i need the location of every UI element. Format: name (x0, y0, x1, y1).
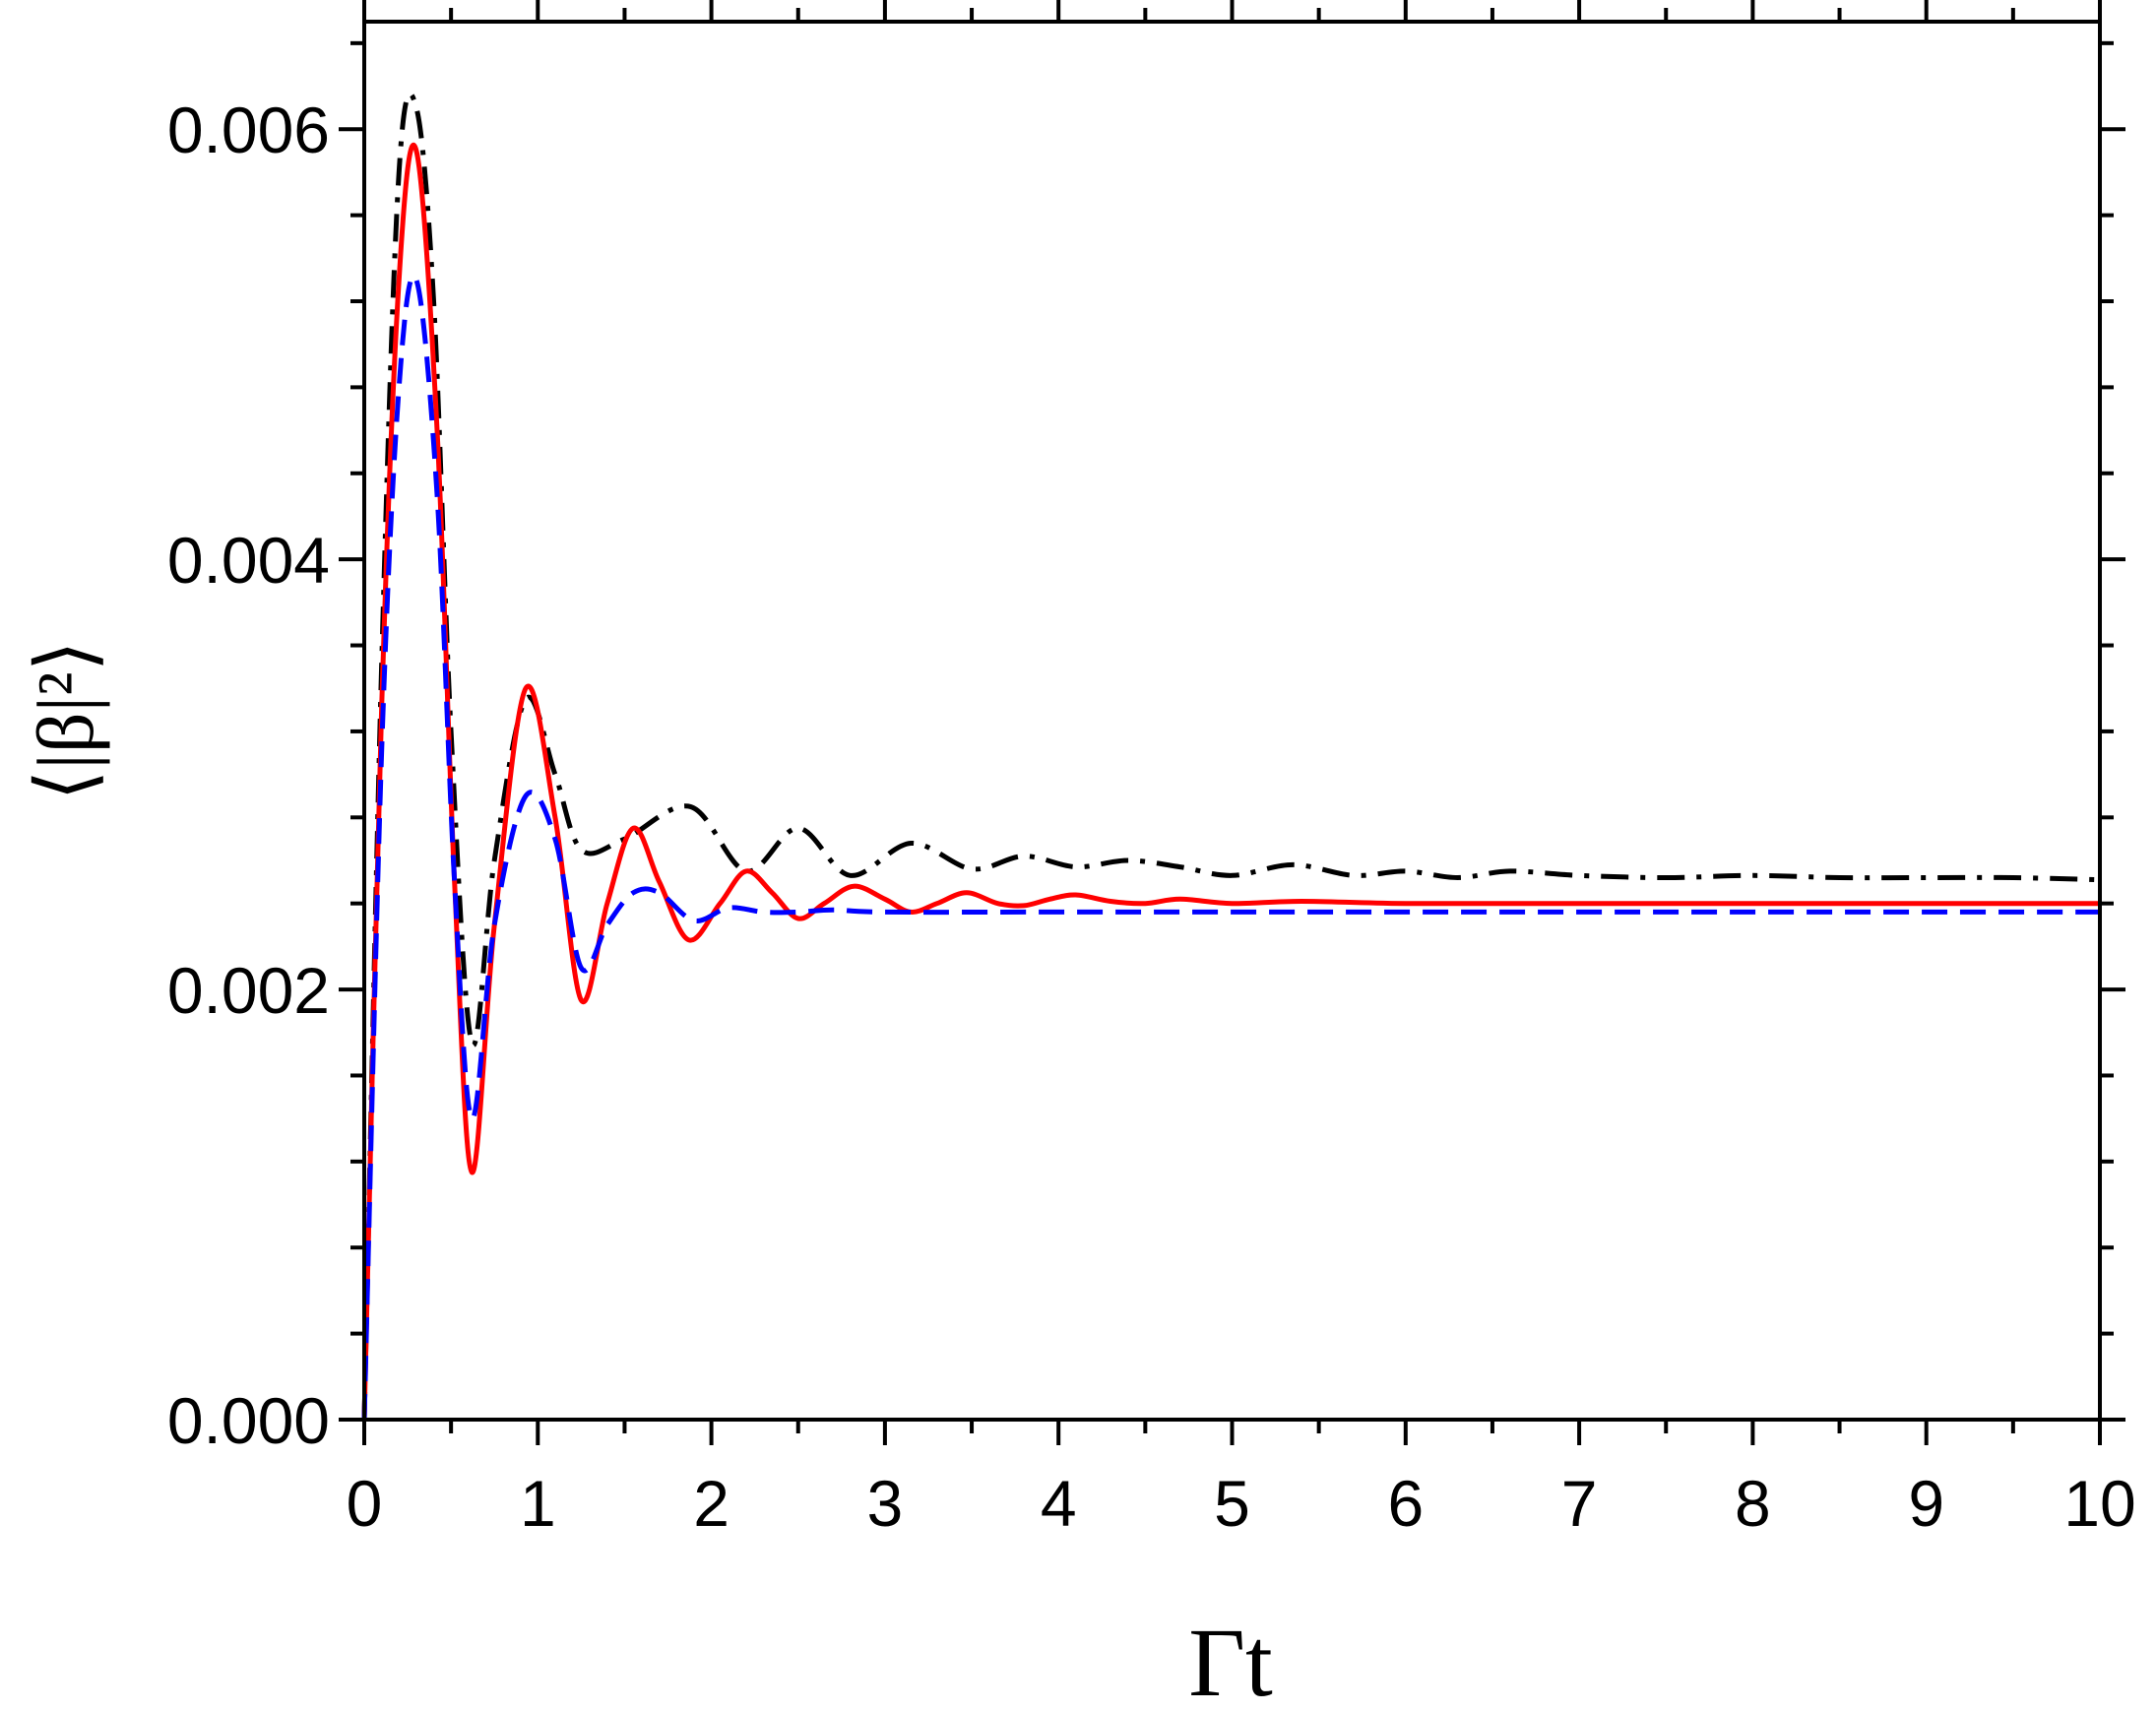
x-tick-label: 10 (2063, 1467, 2135, 1540)
tick-layer: 0 1 2 3 4 5 6 7 8 9 10 0.000 0.002 0.004 0.006 (167, 0, 2136, 1540)
y-axis-title: ⟨|β|²⟩ (21, 640, 110, 800)
x-tick-label: 4 (1041, 1467, 1077, 1540)
x-tick-label: 2 (693, 1467, 729, 1540)
x-tick-label: 0 (347, 1467, 383, 1540)
series-line-2 (361, 142, 2100, 1421)
y-tick-label: 0.002 (167, 954, 330, 1027)
y-tick-label: 0.000 (167, 1384, 330, 1457)
series-line-1 (361, 92, 2101, 1421)
x-tick-label: 1 (520, 1467, 556, 1540)
x-axis-title: Γt (1188, 1608, 1273, 1712)
series-line-3 (361, 273, 2100, 1421)
series-layer (361, 92, 2101, 1421)
x-tick-label: 8 (1735, 1467, 1771, 1540)
x-tick-label: 5 (1214, 1467, 1250, 1540)
y-tick-label: 0.004 (167, 524, 330, 597)
x-tick-label: 9 (1908, 1467, 1944, 1540)
y-tick-label: 0.006 (167, 94, 330, 166)
x-tick-label: 7 (1561, 1467, 1598, 1540)
x-tick-label: 3 (867, 1467, 904, 1540)
x-tick-label: 6 (1387, 1467, 1424, 1540)
